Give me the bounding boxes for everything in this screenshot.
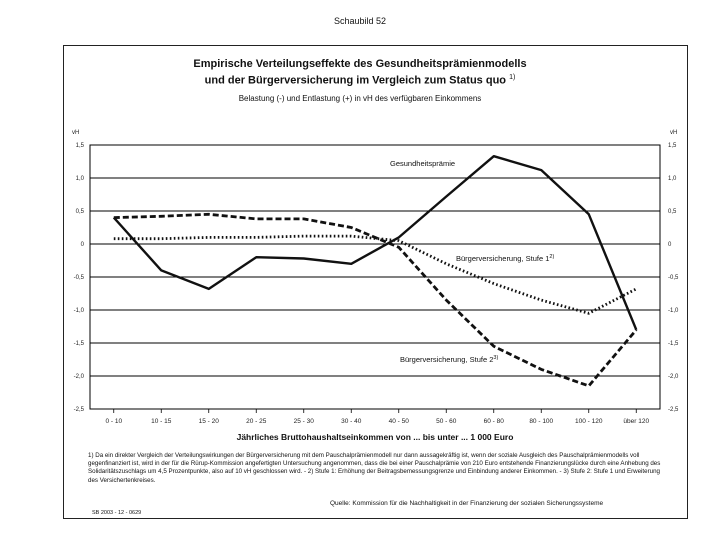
- x-tick-label: 25 - 30: [294, 418, 315, 425]
- series-label-2: Bürgerversicherung, Stufe 12): [456, 254, 554, 263]
- x-tick-label: 0 - 10: [105, 418, 122, 425]
- y-tick-label-left: -1,0: [74, 308, 85, 314]
- x-tick-label: 20 - 25: [246, 418, 267, 425]
- x-tick-label: 40 - 50: [389, 418, 410, 425]
- series-label-3: Bürgerversicherung, Stufe 23): [400, 355, 498, 364]
- y-tick-label-left: 1,5: [76, 143, 85, 149]
- y-tick-label-right: -2,0: [668, 374, 679, 380]
- page-label: Schaubild 52: [333, 16, 387, 26]
- y-tick-label-left: 0: [81, 242, 85, 248]
- x-tick-label: über 120: [623, 418, 649, 425]
- title-footnote-mark: 1): [509, 74, 516, 81]
- plot-area: [89, 144, 661, 410]
- y-tick-label-right: -1,5: [668, 341, 679, 347]
- y-axis-label-left: vH: [72, 130, 79, 136]
- y-tick-label-left: -1,5: [74, 341, 85, 347]
- source-note: Quelle: Kommission für die Nachhaltigkei…: [330, 500, 604, 507]
- y-tick-label-right: -1,0: [668, 308, 679, 314]
- x-tick-label: 80 - 100: [529, 418, 553, 425]
- y-tick-label-left: -2,0: [74, 374, 85, 380]
- y-tick-label-left: -2,5: [74, 407, 85, 413]
- footnote: 1) Da ein direkter Vergleich der Verteil…: [88, 452, 661, 484]
- y-tick-label-left: -0,5: [74, 275, 85, 281]
- x-tick-label: 10 - 15: [151, 418, 172, 425]
- y-tick-label-right: 0: [668, 242, 672, 248]
- series-footnote-mark: 2): [549, 254, 554, 260]
- figure-frame: [63, 45, 688, 519]
- y-tick-label-right: 1,0: [668, 176, 677, 182]
- series-line-2: [113, 234, 637, 315]
- y-tick-label-left: 0,5: [76, 209, 85, 215]
- x-tick-label: 100 - 120: [575, 418, 603, 425]
- x-axis-label: Jährliches Bruttohaushaltseinkommen von …: [237, 432, 514, 442]
- chart-title-line1: Empirische Verteilungseffekte des Gesund…: [193, 58, 527, 70]
- y-tick-label-right: 1,5: [668, 143, 677, 149]
- x-tick-label: 60 - 80: [484, 418, 505, 425]
- series-label-1: Gesundheitsprämie: [390, 159, 455, 168]
- y-tick-label-right: 0,5: [668, 209, 677, 215]
- x-tick-label: 50 - 60: [436, 418, 457, 425]
- series-footnote-mark: 3): [493, 355, 498, 361]
- x-tick-label: 30 - 40: [341, 418, 362, 425]
- y-tick-label-right: -2,5: [668, 407, 679, 413]
- y-tick-label-right: -0,5: [668, 275, 679, 281]
- document-code: SB 2003 - 12 - 0629: [92, 510, 142, 516]
- y-tick-label-left: 1,0: [76, 176, 85, 182]
- chart-title-line2: und der Bürgerversicherung im Vergleich …: [204, 74, 507, 87]
- series-line-3: [113, 212, 638, 388]
- x-tick-label: 15 - 20: [199, 418, 220, 425]
- chart-title: Empirische Verteilungseffekte des Gesund…: [0, 58, 720, 88]
- chart-subtitle: Belastung (-) und Entlastung (+) in vH d…: [238, 94, 482, 103]
- series-line-1: [112, 154, 638, 331]
- y-axis-label-right: vH: [670, 130, 677, 136]
